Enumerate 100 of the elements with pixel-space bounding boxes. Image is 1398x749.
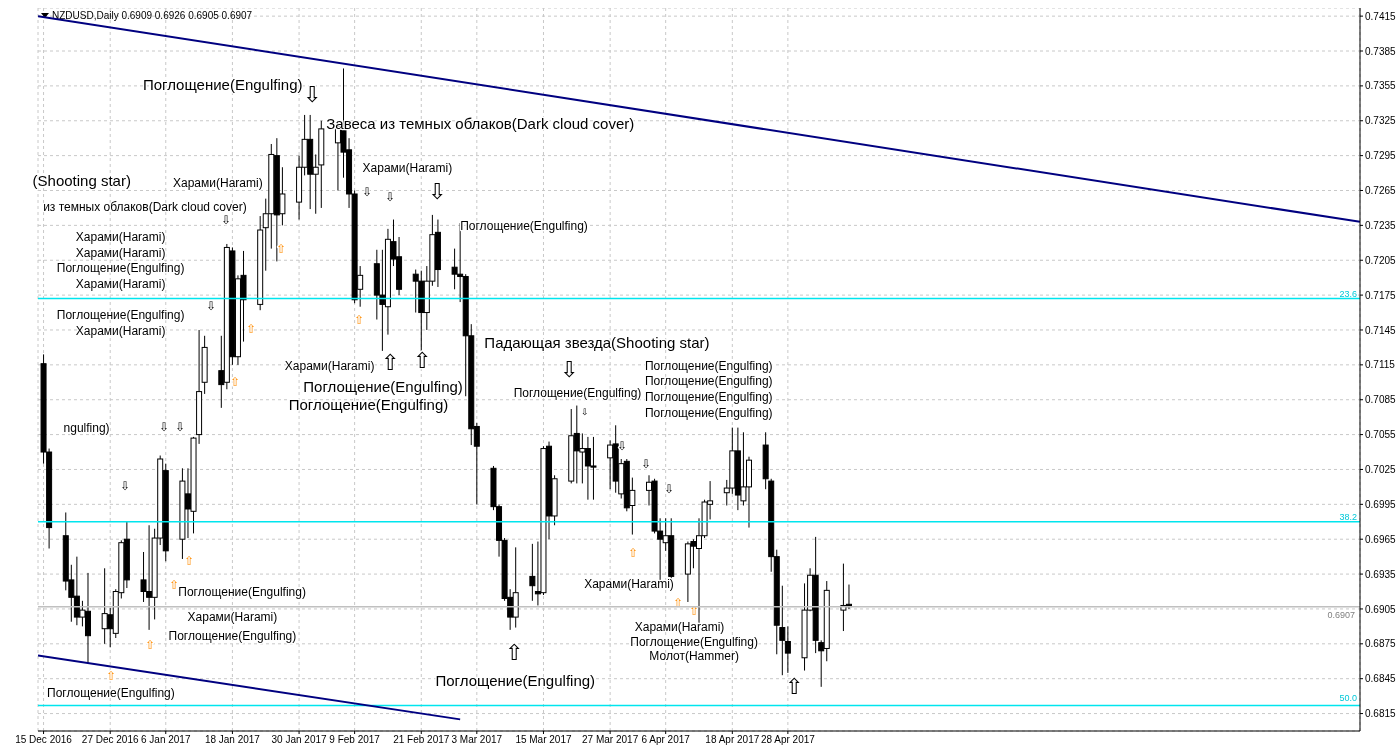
annotation: 38.2 <box>1339 511 1358 522</box>
annotation: (Shooting star) <box>32 172 131 190</box>
annotation: Харами(Harami) <box>634 619 725 634</box>
annotation: Харами(Harami) <box>75 323 166 338</box>
annotation: ⇩ <box>384 190 395 205</box>
annotation: ⇩ <box>663 481 674 496</box>
annotation: ngulfing) <box>63 421 110 436</box>
annotation: Поглощение(Engulfing) <box>513 386 642 401</box>
annotation: Поглощение(Engulfing) <box>644 358 773 373</box>
annotation: ⇧ <box>276 241 287 256</box>
annotation: 23.6 <box>1339 288 1358 299</box>
annotation: ⇩ <box>206 299 217 314</box>
y-tick-label: 0.6935 <box>1365 568 1397 580</box>
y-tick-label: 0.7415 <box>1365 10 1397 22</box>
annotation: ⇩ <box>220 212 231 227</box>
annotation: 50.0 <box>1339 693 1358 704</box>
annotation: Харами(Harami) <box>187 610 278 625</box>
annotation: Харами(Harami) <box>173 175 263 190</box>
y-tick-label: 0.7055 <box>1365 429 1397 441</box>
annotation: ⇩ <box>559 357 578 383</box>
annotation: из темных облаков(Dark cloud cover) <box>43 199 247 214</box>
annotation: ⇩ <box>361 185 372 200</box>
y-tick-label: 0.6905 <box>1365 603 1397 615</box>
x-tick-label: 18 Jan 2017 <box>204 734 261 746</box>
annotation: Поглощение(Engulfing) <box>56 261 185 276</box>
y-tick-label: 0.7115 <box>1365 359 1396 371</box>
y-tick-label: 0.7295 <box>1365 150 1397 162</box>
annotation: Харами(Harami) <box>75 276 166 291</box>
annotation: Поглощение(Engulfing) <box>56 308 185 323</box>
annotation: ⇩ <box>640 457 651 472</box>
annotation: Падающая звезда(Shooting star) <box>484 334 710 352</box>
annotation: Поглощение(Engulfing) <box>288 395 449 413</box>
annotation: ⇩ <box>427 178 446 204</box>
annotation: Поглощение(Engulfing) <box>303 377 463 395</box>
annotation: ⇩ <box>174 420 185 435</box>
annotation: Поглощение(Engulfing) <box>460 219 588 234</box>
annotation: Харами(Harami) <box>284 358 375 373</box>
annotation: ⇧ <box>183 553 194 568</box>
annotation: Поглощение(Engulfing) <box>435 672 596 690</box>
y-tick-label: 0.6815 <box>1365 708 1397 720</box>
x-tick-label: 3 Mar 2017 <box>451 734 503 746</box>
annotation: ⇧ <box>230 375 241 390</box>
annotation: Поглощение(Engulfing) <box>644 389 773 404</box>
x-tick-label: 6 Jan 2017 <box>141 734 191 746</box>
annotation: Поглощение(Engulfing) <box>47 686 175 701</box>
annotation: ⇩ <box>303 81 322 107</box>
annotation: ⇧ <box>505 639 524 665</box>
chart-title: NZDUSD,Daily 0.6909 0.6926 0.6905 0.6907 <box>52 10 253 21</box>
annotation: ⇧ <box>689 604 700 619</box>
y-tick-label: 0.6965 <box>1365 533 1397 545</box>
annotation: Харами(Harami) <box>75 245 166 260</box>
x-tick-label: 21 Feb 2017 <box>393 734 450 746</box>
annotation: ⇧ <box>785 673 804 699</box>
annotation: ⇧ <box>412 348 431 374</box>
y-tick-label: 0.6875 <box>1365 638 1397 650</box>
annotation: ⇩ <box>617 438 628 453</box>
y-tick-label: 0.7175 <box>1365 289 1397 301</box>
x-tick-label: 15 Dec 2016 <box>15 734 73 746</box>
candlestick <box>529 543 536 602</box>
annotation: ⇧ <box>245 321 256 336</box>
annotation: Харами(Harami) <box>584 577 674 592</box>
annotation: Поглощение(Engulfing) <box>142 75 303 93</box>
annotation: ⇩ <box>119 478 130 493</box>
x-tick-label: 27 Mar 2017 <box>582 734 639 746</box>
y-tick-label: 0.7265 <box>1365 185 1397 197</box>
x-tick-label: 9 Feb 2017 <box>329 734 381 746</box>
annotation: ⇩ <box>159 420 170 435</box>
annotation: ⇧ <box>672 595 683 610</box>
y-tick-label: 0.7385 <box>1365 45 1397 57</box>
annotation: Поглощение(Engulfing) <box>644 374 773 389</box>
y-tick-label: 0.6995 <box>1365 498 1397 510</box>
annotation: ⇧ <box>144 638 155 653</box>
annotation: Молот(Hammer) <box>649 649 739 664</box>
annotation: Поглощение(Engulfing) <box>644 405 773 420</box>
x-tick-label: 6 Apr 2017 <box>641 734 691 746</box>
y-tick-label: 0.7205 <box>1365 254 1397 266</box>
annotation: ⇧ <box>105 668 116 683</box>
ref-line-label: 0.6907 <box>1327 610 1355 621</box>
y-tick-label: 0.6845 <box>1365 673 1397 685</box>
annotation: ⇩ <box>581 406 590 417</box>
x-tick-label: 27 Dec 2016 <box>81 734 139 746</box>
x-tick-label: 30 Jan 2017 <box>271 734 328 746</box>
annotation: ⇧ <box>169 577 180 592</box>
annotation: Поглощение(Engulfing) <box>630 635 758 650</box>
y-tick-label: 0.7355 <box>1365 80 1397 92</box>
y-tick-label: 0.7025 <box>1365 464 1397 476</box>
annotation: Харами(Harami) <box>362 160 453 175</box>
annotation: Харами(Harami) <box>75 230 166 245</box>
annotation: ⇧ <box>353 312 364 327</box>
annotation: Поглощение(Engulfing) <box>168 628 297 643</box>
annotation: ⇧ <box>380 350 399 376</box>
x-tick-label: 15 Mar 2017 <box>515 734 572 746</box>
y-tick-label: 0.7145 <box>1365 324 1397 336</box>
y-tick-label: 0.7085 <box>1365 394 1397 406</box>
x-tick-label: 28 Apr 2017 <box>760 734 816 746</box>
annotation: ⇧ <box>627 545 638 560</box>
annotation: Поглощение(Engulfing) <box>178 584 306 599</box>
candlestick <box>784 625 791 674</box>
x-tick-label: 18 Apr 2017 <box>705 734 760 746</box>
y-tick-label: 0.7325 <box>1365 115 1397 127</box>
